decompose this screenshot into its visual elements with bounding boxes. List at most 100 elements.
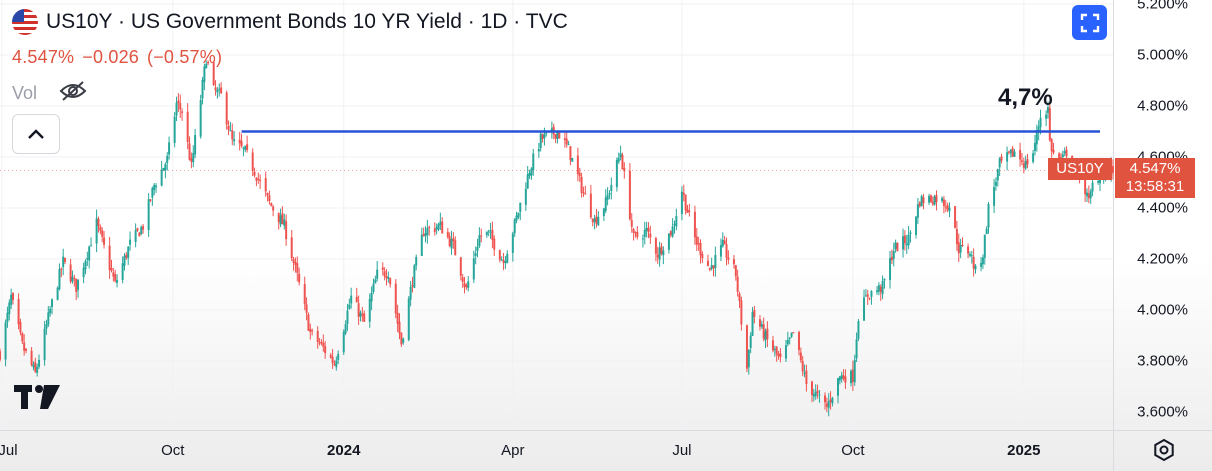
candle-body [784, 345, 787, 359]
fullscreen-button[interactable] [1072, 5, 1107, 40]
candle-body [168, 142, 171, 155]
candle-body [233, 139, 236, 142]
candle-body [439, 221, 442, 226]
tradingview-logo[interactable] [14, 384, 60, 419]
candle-body [853, 359, 856, 383]
candle-body [142, 226, 145, 230]
candle-body [1013, 151, 1016, 157]
candle-body [738, 293, 741, 301]
candle-body [1033, 142, 1036, 151]
candle-body [775, 346, 778, 355]
candle-body [922, 197, 925, 204]
candle-body [825, 403, 828, 407]
candle-body [1039, 117, 1042, 128]
candle-body [837, 378, 840, 396]
candle-body [335, 360, 338, 368]
candle-body [420, 234, 423, 257]
time-axis-tick: Jul [672, 442, 692, 459]
candle-body [322, 342, 325, 347]
eye-off-icon[interactable] [59, 80, 87, 107]
change-value: −0.026 [82, 47, 140, 67]
candle-body [942, 199, 945, 206]
candle-body [82, 267, 85, 278]
symbol-badge: US10Y [1048, 158, 1112, 180]
candle-body [437, 224, 440, 230]
candle-body [1065, 149, 1068, 157]
candle-body [147, 199, 150, 231]
candle-body [1085, 192, 1088, 197]
candle-body [320, 341, 323, 344]
candle-body [450, 239, 453, 249]
candle-body [350, 295, 353, 304]
candle-body [60, 268, 63, 270]
candle-body [712, 265, 715, 269]
candle-body [329, 354, 332, 358]
candle-body [701, 253, 704, 259]
candle-body [238, 139, 241, 144]
candle-body [149, 199, 152, 201]
candle-body [231, 130, 234, 140]
candle-body [799, 352, 802, 361]
candle-body [777, 353, 780, 356]
candle-body [240, 141, 243, 147]
candle-body [797, 332, 800, 351]
candle-body [1037, 126, 1040, 132]
candle-body [851, 369, 854, 383]
candle-body [1019, 149, 1022, 160]
candle-body [823, 395, 826, 403]
candle-body [426, 228, 429, 235]
candle-body [461, 277, 464, 283]
candle-body [686, 209, 689, 213]
candle-body [1045, 114, 1048, 119]
candle-body [316, 330, 319, 342]
candle-body [452, 238, 455, 242]
candle-body [465, 284, 468, 288]
candle-body [513, 219, 516, 234]
candle-body [528, 173, 531, 177]
candle-body [155, 185, 158, 188]
candle-body [920, 196, 923, 207]
candle-body [788, 337, 791, 339]
candle-body [576, 155, 579, 175]
candle-body [928, 196, 931, 203]
candle-body [970, 255, 973, 257]
candle-body [459, 257, 462, 276]
candle-body [1048, 107, 1051, 141]
candle-body [290, 237, 293, 259]
collapse-legend-button[interactable] [12, 114, 60, 154]
candle-body [112, 272, 115, 277]
candle-body [658, 247, 661, 260]
candle-body [376, 269, 379, 279]
last-price-badge: 4.547% 13:58:31 [1115, 158, 1195, 198]
candle-body [12, 293, 15, 300]
candle-body [422, 234, 425, 236]
candle-body [840, 375, 843, 379]
symbol-title[interactable]: US10Y · US Government Bonds 10 YR Yield … [46, 10, 568, 33]
candle-body [671, 226, 674, 237]
candle-body [961, 245, 964, 247]
candle-body [818, 394, 821, 396]
candle-body [539, 133, 542, 149]
candle-body [385, 276, 388, 278]
candle-body [359, 312, 362, 317]
candle-body [1000, 156, 1003, 161]
candle-body [918, 202, 921, 207]
chart-settings-button[interactable] [1152, 438, 1176, 462]
candle-body [558, 131, 561, 139]
candle-body [489, 231, 492, 233]
candle-body [407, 298, 410, 340]
candle-body [831, 397, 834, 404]
candle-body [47, 312, 50, 325]
candle-body [589, 193, 592, 218]
candle-body [368, 298, 371, 322]
candle-body [140, 227, 143, 235]
candle-body [504, 261, 507, 264]
candle-body [734, 265, 737, 277]
candle-body [298, 273, 301, 283]
candle-body [36, 366, 39, 373]
candle-body [205, 63, 208, 69]
gear-icon [1154, 438, 1174, 462]
volume-label[interactable]: Vol [12, 83, 38, 103]
